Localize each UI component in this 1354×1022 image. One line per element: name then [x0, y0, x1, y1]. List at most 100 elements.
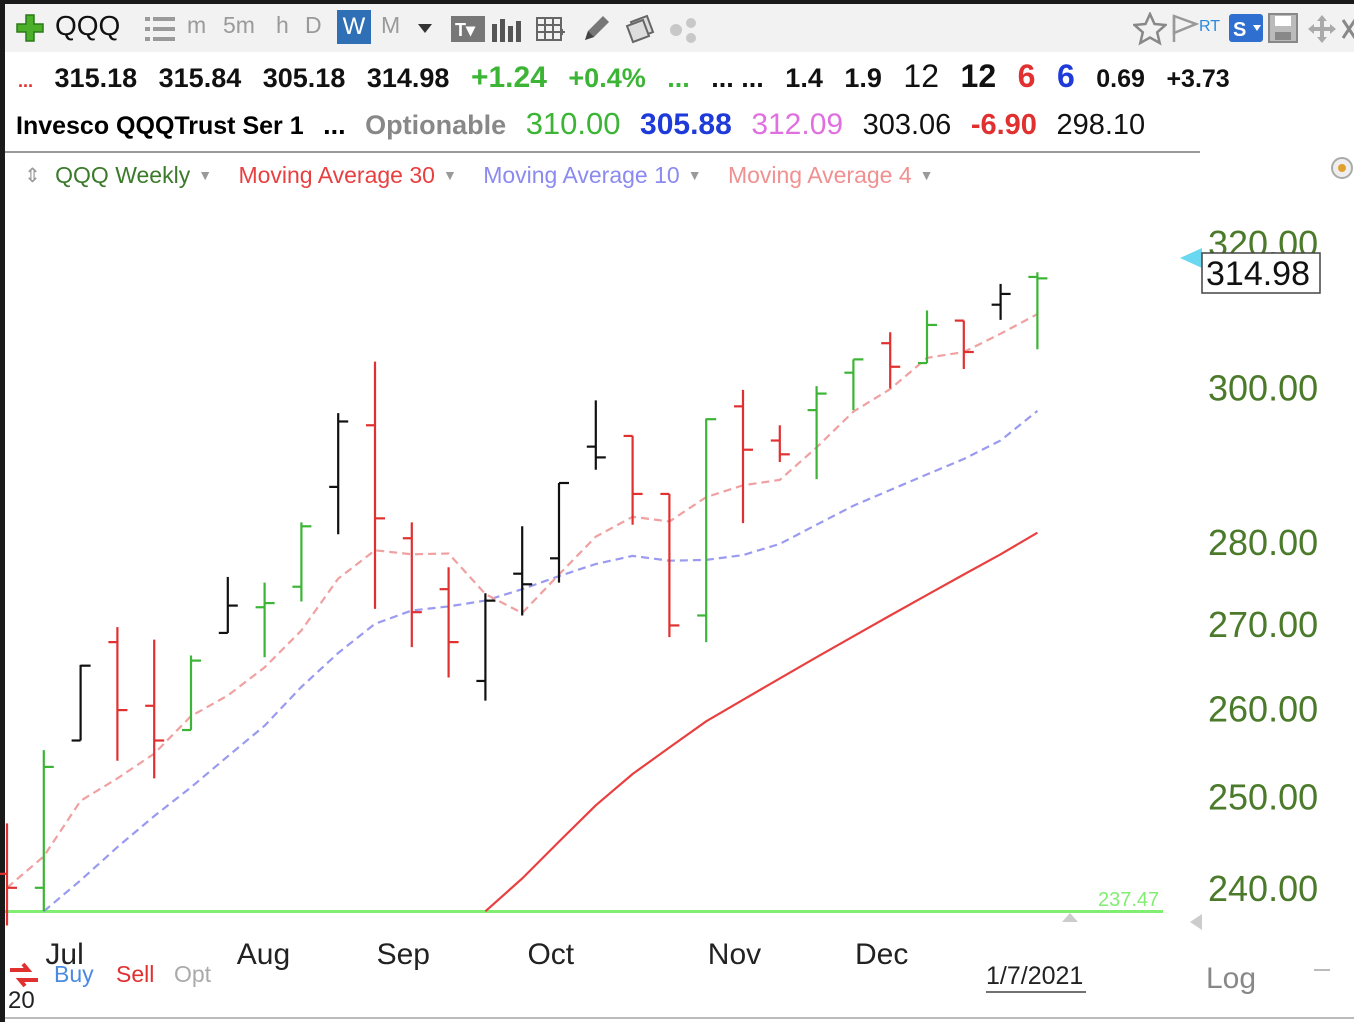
- ohlc-bar[interactable]: [292, 522, 312, 602]
- ohlc-bar[interactable]: [954, 319, 974, 369]
- ohlc-bar[interactable]: [623, 434, 643, 525]
- ohlc-bar[interactable]: [770, 425, 790, 463]
- bars-icon[interactable]: [491, 16, 523, 42]
- list-icon[interactable]: [145, 16, 175, 42]
- interval-w[interactable]: W: [337, 10, 371, 44]
- legend-sort-icon[interactable]: ⇕: [24, 165, 41, 187]
- legend-ma4[interactable]: Moving Average 4: [727, 162, 912, 188]
- y-tick-label: 300.00: [1208, 368, 1318, 409]
- interval-d[interactable]: D: [305, 12, 322, 38]
- close-icon[interactable]: [1341, 18, 1354, 40]
- info-price-3: 312.09: [751, 108, 844, 141]
- symbol-label[interactable]: QQQ: [55, 10, 121, 41]
- ohlc-bar[interactable]: [734, 389, 753, 524]
- interval-5m[interactable]: 5m: [223, 12, 255, 38]
- ohlc-bar[interactable]: [439, 567, 459, 678]
- stat-7: 0.69: [1096, 65, 1145, 93]
- y-tick-label: 260.00: [1208, 688, 1318, 729]
- ohlc-bar[interactable]: [844, 358, 864, 411]
- ohlc-bar[interactable]: [71, 664, 91, 742]
- buy-button[interactable]: Buy: [54, 961, 94, 987]
- text-icon[interactable]: T▾: [451, 16, 485, 42]
- ohlc-bar[interactable]: [881, 332, 901, 389]
- ohlc-bar[interactable]: [807, 386, 827, 480]
- scroll-up-icon[interactable]: [1062, 913, 1078, 922]
- ohlc-bar[interactable]: [218, 576, 238, 635]
- ohlc-bar[interactable]: [660, 492, 680, 638]
- info-price-2: 305.88: [640, 108, 732, 141]
- ohlc-bar[interactable]: [108, 627, 128, 761]
- interval-m[interactable]: m: [187, 12, 207, 38]
- save-icon[interactable]: [1267, 12, 1299, 44]
- x-tick-label: Dec: [855, 938, 908, 971]
- svg-text:T▾: T▾: [455, 20, 476, 40]
- opt-button[interactable]: Opt: [174, 961, 212, 987]
- x-tick-label: Oct: [527, 938, 574, 971]
- ohlc-bar[interactable]: [34, 750, 54, 912]
- settings-icon[interactable]: [1331, 157, 1353, 179]
- y-tick-label: 270.00: [1208, 604, 1318, 645]
- move-icon[interactable]: [1307, 14, 1337, 44]
- ohlc-bar[interactable]: [1028, 272, 1048, 350]
- dropdown-arrow-icon[interactable]: [417, 22, 433, 34]
- ohlc-bar[interactable]: [329, 413, 349, 535]
- quote-prefix: ...: [18, 71, 34, 91]
- last-price-box: [1201, 252, 1321, 294]
- rt-label[interactable]: RT: [1199, 18, 1221, 35]
- scroll-left-icon[interactable]: [1190, 914, 1202, 930]
- ohlc-bar[interactable]: [476, 593, 496, 701]
- y-tick-label: 280.00: [1208, 522, 1318, 563]
- stat-8: +3.73: [1166, 65, 1230, 93]
- change-pct-value: +0.4%: [568, 63, 646, 93]
- legend-ma30[interactable]: Moving Average 30: [238, 162, 435, 188]
- stat-3: 12: [903, 58, 940, 94]
- ma30-line: [484, 531, 1038, 913]
- legend-ma4-dropdown-icon[interactable]: ▼: [919, 167, 934, 183]
- flag-icon[interactable]: [1171, 14, 1199, 44]
- legend-ma10-dropdown-icon[interactable]: ▼: [687, 167, 702, 183]
- ohlc-bar[interactable]: [550, 481, 569, 583]
- chart-legend: ⇕ QQQ Weekly ▼ Moving Average 30 ▼ Moving …: [24, 162, 954, 189]
- dots-icon[interactable]: [669, 16, 701, 44]
- ohlc-bar[interactable]: [697, 418, 717, 643]
- y-tick-label: 240.00: [1208, 868, 1318, 909]
- hline-label: 237.47: [1098, 889, 1159, 911]
- copy-icon[interactable]: [625, 14, 657, 44]
- date-label: 1/7/2021: [986, 962, 1083, 990]
- interval-h[interactable]: h: [276, 12, 289, 38]
- star-icon[interactable]: [1133, 12, 1167, 46]
- ohlc-bar[interactable]: [145, 639, 165, 779]
- ohlc-bar[interactable]: [255, 582, 275, 658]
- open-value: 315.18: [54, 63, 138, 93]
- low-value: 305.18: [262, 63, 346, 93]
- arrows-icon[interactable]: [10, 962, 38, 988]
- ohlc-bar[interactable]: [586, 400, 606, 470]
- s-label: S: [1233, 19, 1246, 41]
- y-tick-label: 250.00: [1208, 776, 1318, 817]
- ohlc-bar[interactable]: [0, 823, 17, 926]
- interval-m-monthly[interactable]: M: [381, 12, 401, 38]
- legend-series-dropdown-icon[interactable]: ▼: [198, 167, 213, 183]
- ohlc-bar[interactable]: [991, 283, 1011, 320]
- plus-icon[interactable]: [15, 13, 45, 43]
- ohlc-bar[interactable]: [402, 522, 422, 648]
- legend-series[interactable]: QQQ Weekly: [55, 162, 191, 188]
- quote-gap-2: ... ...: [711, 63, 764, 93]
- info-price-5: -6.90: [970, 109, 1037, 141]
- log-toggle[interactable]: Log: [1206, 962, 1256, 995]
- legend-ma30-dropdown-icon[interactable]: ▼: [442, 167, 457, 183]
- ohlc-bar[interactable]: [182, 655, 201, 732]
- info-dots: ...: [323, 110, 346, 140]
- x-tick-label: Aug: [237, 938, 290, 971]
- legend-ma10[interactable]: Moving Average 10: [483, 162, 680, 188]
- s-menu-icon[interactable]: S: [1229, 14, 1263, 42]
- ohlc-bar[interactable]: [513, 526, 533, 616]
- pencil-icon[interactable]: [581, 12, 611, 44]
- change-value: +1.24: [470, 61, 547, 94]
- grid-icon[interactable]: [535, 14, 567, 44]
- ohlc-bar[interactable]: [366, 361, 385, 609]
- stat-2: 1.9: [844, 63, 882, 93]
- ohlc-bar[interactable]: [918, 310, 937, 365]
- sell-button[interactable]: Sell: [116, 961, 154, 987]
